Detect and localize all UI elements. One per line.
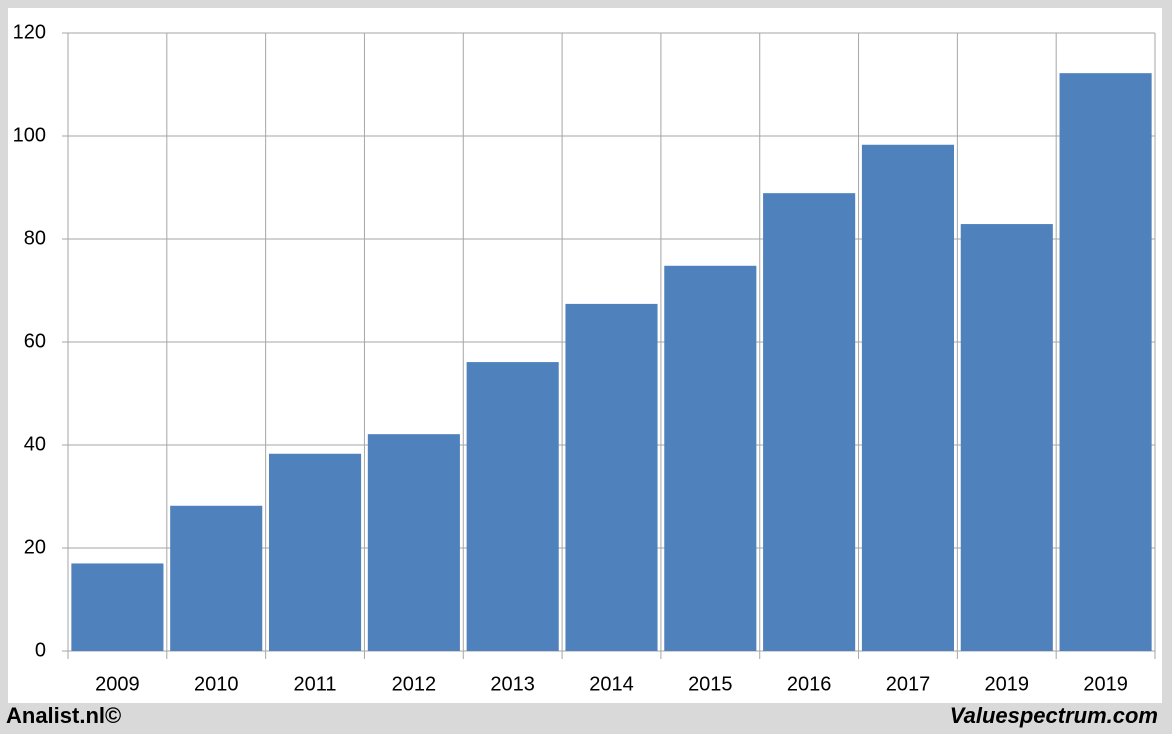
y-tick-label: 60 <box>24 330 46 352</box>
x-tick-label: 2011 <box>294 673 337 695</box>
bar <box>861 144 955 651</box>
x-tick-label: 2019 <box>985 673 1030 695</box>
bar <box>763 193 856 652</box>
x-tick-label: 2010 <box>194 673 239 695</box>
footer-right: Valuespectrum.com <box>950 703 1158 728</box>
bar <box>565 303 658 651</box>
y-tick-label: 20 <box>24 536 46 558</box>
bar <box>664 265 757 651</box>
bar <box>71 563 164 651</box>
y-tick-label: 0 <box>35 639 46 661</box>
y-tick-label: 120 <box>13 21 46 43</box>
y-tick-label: 100 <box>13 124 46 146</box>
x-tick-label: 2014 <box>589 673 634 695</box>
bar <box>960 224 1053 651</box>
x-tick-label: 2012 <box>392 673 437 695</box>
bar <box>170 505 263 651</box>
x-tick-label: 2015 <box>688 673 733 695</box>
y-tick-label: 40 <box>24 433 46 455</box>
bar <box>466 362 559 651</box>
bar <box>268 453 362 651</box>
x-tick-label: 2009 <box>95 673 140 695</box>
x-tick-label: 2017 <box>886 673 931 695</box>
footer-left: Analist.nl© <box>6 703 121 728</box>
x-tick-label: 2013 <box>490 673 535 695</box>
y-tick-label: 80 <box>24 227 46 249</box>
x-tick-label: 2016 <box>787 673 832 695</box>
bar <box>1059 73 1152 652</box>
x-tick-label: 2019 <box>1083 673 1128 695</box>
bar <box>367 434 460 651</box>
